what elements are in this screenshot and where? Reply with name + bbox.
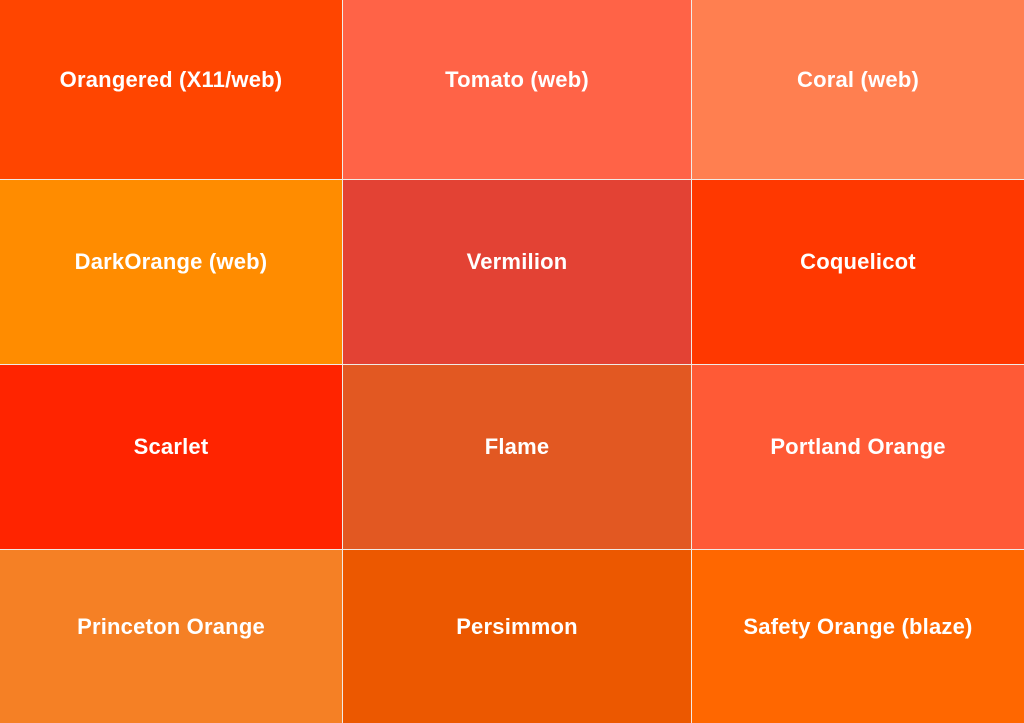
- swatch-label: DarkOrange (web): [74, 249, 268, 274]
- swatch-label: Coral (web): [797, 66, 919, 92]
- swatch-orangered: Orangered (X11/web): [0, 0, 342, 179]
- swatch-label: Princeton Orange: [77, 613, 265, 639]
- swatch-darkorange: DarkOrange (web): [0, 180, 342, 364]
- swatch-label: Tomato (web): [445, 66, 589, 92]
- swatch-label: Coquelicot: [800, 249, 916, 274]
- swatch-vermilion: Vermilion: [343, 180, 691, 364]
- swatch-flame: Flame: [343, 365, 691, 549]
- swatch-portland-orange: Portland Orange: [692, 365, 1024, 549]
- swatch-coral: Coral (web): [692, 0, 1024, 179]
- swatch-label: Persimmon: [456, 613, 578, 639]
- swatch-coquelicot: Coquelicot: [692, 180, 1024, 364]
- swatch-label: Scarlet: [133, 434, 209, 459]
- swatch-safety-orange: Safety Orange (blaze): [692, 550, 1024, 723]
- swatch-label: Safety Orange (blaze): [743, 613, 973, 639]
- swatch-label: Orangered (X11/web): [59, 66, 283, 92]
- swatch-princeton-orange: Princeton Orange: [0, 550, 342, 723]
- swatch-tomato: Tomato (web): [343, 0, 691, 179]
- swatch-label: Flame: [484, 434, 550, 459]
- swatch-label: Portland Orange: [770, 434, 946, 459]
- swatch-persimmon: Persimmon: [343, 550, 691, 723]
- swatch-scarlet: Scarlet: [0, 365, 342, 549]
- swatch-label: Vermilion: [466, 249, 568, 274]
